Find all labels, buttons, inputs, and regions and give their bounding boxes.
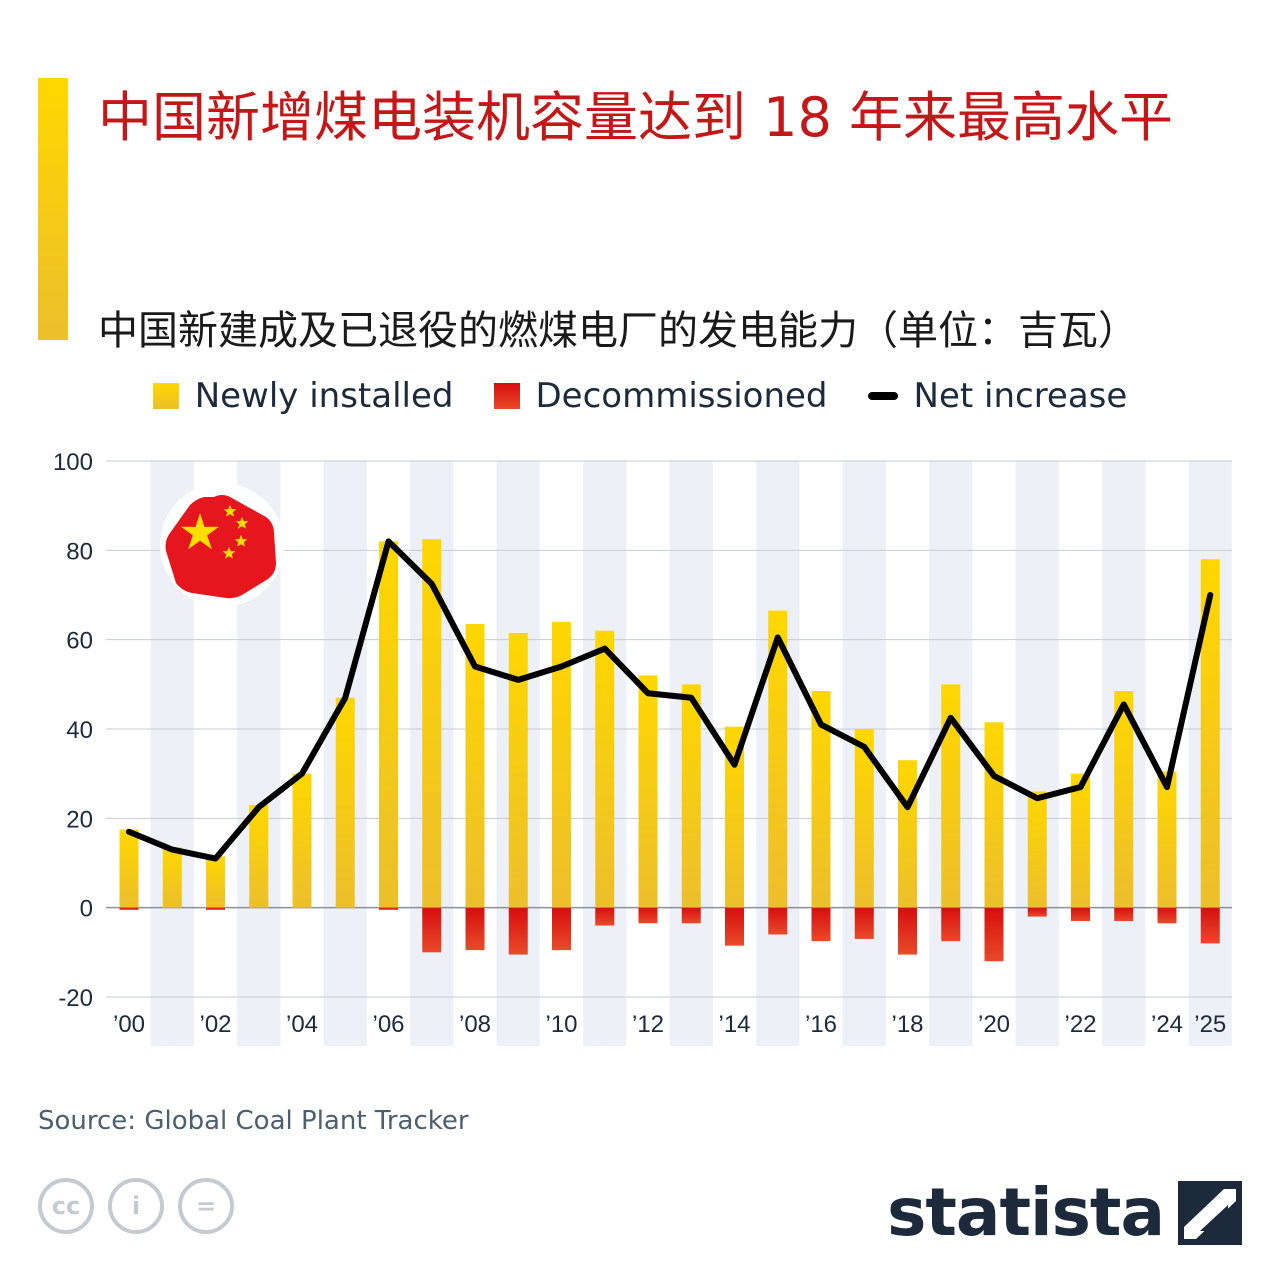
legend: Newly installed Decommissioned Net incre… [0,372,1280,420]
x-tick-label: ’16 [805,1011,837,1038]
bar-decommissioned [1027,907,1047,917]
bar-decommissioned [119,907,139,910]
source-note: Source: Global Coal Plant Tracker [38,1106,469,1136]
legend-item-newly-installed: Newly installed [152,376,454,416]
x-tick-label: ’10 [545,1011,577,1038]
y-tick-label: 80 [66,538,93,565]
statista-brand: statista [887,1174,1242,1251]
bar-newly-installed [508,632,528,908]
bar-newly-installed [768,610,788,908]
x-tick-label: ’24 [1151,1011,1183,1038]
bar-decommissioned [1071,907,1090,922]
bar-newly-installed [249,804,269,908]
brand-name: statista [887,1174,1165,1251]
x-tick-label: ’22 [1064,1011,1096,1038]
x-tick-label: ’20 [978,1011,1010,1038]
bar-newly-installed [292,773,312,908]
legend-item-net-increase: Net increase [867,376,1128,416]
x-tick-label: ’02 [199,1011,231,1038]
x-tick-label: ’06 [372,1011,404,1038]
statista-logo-icon [1178,1180,1242,1245]
legend-swatch-newly-installed [152,383,179,409]
legend-item-decommissioned: Decommissioned [493,376,828,416]
legend-label-net-increase: Net increase [913,376,1128,416]
bar-newly-installed [681,684,701,908]
bar-decommissioned [1157,907,1177,924]
bar-decommissioned [898,907,917,955]
legend-label-decommissioned: Decommissioned [535,376,828,416]
bar-newly-installed [1114,691,1134,908]
bar-newly-installed [335,697,355,908]
x-tick-label: ’08 [459,1011,491,1038]
bar-decommissioned [941,907,961,942]
bar-decommissioned [206,907,225,910]
bar-decommissioned [681,907,701,924]
bar-newly-installed [1157,771,1177,908]
bar-decommissioned [595,907,615,926]
y-tick-label: 60 [66,628,93,655]
x-tick-label: ’14 [718,1011,750,1038]
chart-subtitle: 中国新建成及已退役的燃煤电厂的发电能力（单位：吉瓦） [98,308,1138,354]
cc-license-icon: cc [38,1178,94,1234]
y-tick-label: -20 [58,985,93,1012]
bar-newly-installed [725,726,744,908]
y-tick-label: 20 [66,806,93,833]
bar-decommissioned [768,907,788,935]
bar-newly-installed [379,541,398,908]
bar-newly-installed [898,760,917,908]
y-axis: -20 0 20 40 60 80 100 [53,449,93,1012]
bar-decommissioned [638,907,658,924]
legend-label-newly-installed: Newly installed [194,376,454,416]
license-icons: cc i = [38,1178,248,1234]
bar-newly-installed [1027,791,1047,908]
bar-newly-installed [1200,559,1220,908]
bar-newly-installed [941,684,961,908]
net-increase-line [126,538,1214,862]
bar-decommissioned [379,907,398,910]
bar-decommissioned [552,907,571,951]
x-tick-label: ’04 [286,1011,318,1038]
bar-decommissioned [465,907,485,951]
bar-newly-installed [854,729,874,908]
y-tick-label: 40 [66,717,93,744]
bar-newly-installed [162,847,182,908]
x-tick-label: ’18 [891,1011,923,1038]
attribution-icon: i [108,1178,164,1234]
year-band [1015,461,1059,1046]
china-flag-icon [160,483,284,607]
accent-bar [38,78,68,340]
x-tick-label: ’25 [1194,1011,1226,1038]
x-tick-label: ’12 [632,1011,664,1038]
y-tick-label: 0 [80,896,93,923]
bar-newly-installed [811,691,831,908]
bar-newly-installed [465,624,485,908]
bar-decommissioned [422,907,442,953]
legend-swatch-net-increase [867,392,898,400]
bar-decommissioned [1114,907,1134,922]
bar-newly-installed [119,829,139,908]
x-axis: ’00 ’02 ’04 ’06 ’08 ’10 ’12 ’14 ’16 ’18 ’20 ’22 ’24 ’… [113,1011,1226,1038]
no-derivatives-icon: = [178,1178,234,1234]
bar-decommissioned [508,907,528,955]
bar-decommissioned [1200,907,1220,944]
bar-decommissioned [725,907,744,946]
y-tick-label: 100 [53,449,93,476]
bar-decommissioned [811,907,831,942]
bar-decommissioned [984,907,1004,962]
bar-newly-installed [206,856,225,908]
legend-swatch-decommissioned [493,383,520,409]
bar-decommissioned [854,907,874,939]
chart-svg: -20 0 20 40 60 80 100 ’00 ’02 ’04 ’06 ’08 ’10 ’12 ’14… [53,449,1232,1046]
bar-newly-installed [422,539,442,908]
bar-newly-installed [984,722,1004,908]
chart-title: 中国新增煤电装机容量达到 18 年来最高水平 [98,86,1174,149]
x-tick-label: ’00 [113,1011,145,1038]
net-increase-series-line [126,538,1214,862]
bar-newly-installed [638,675,658,908]
bar-newly-installed [595,630,615,908]
bar-newly-installed [1071,773,1090,908]
bar-newly-installed [552,621,571,908]
bars [119,539,1220,962]
